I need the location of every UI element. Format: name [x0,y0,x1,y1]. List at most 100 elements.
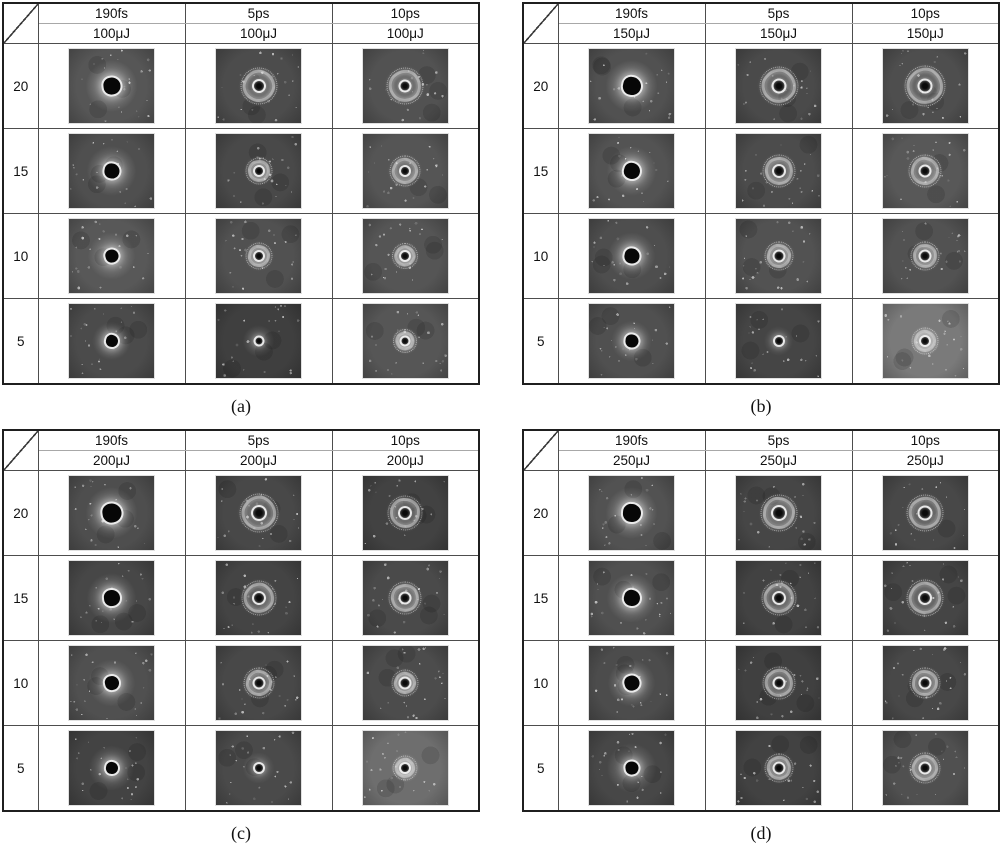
diagonal-header-cell [2,429,39,471]
pulse-energy-header: 100μJ [331,23,480,44]
pulse-duration-header: 5ps [704,2,853,24]
micrograph-cell [184,213,333,299]
spatter-ring [904,65,946,107]
pulse-count-label: 20 [2,470,39,556]
micrograph-cell [704,725,853,812]
pulse-duration-header: 10ps [331,2,480,24]
crater-micrograph [215,218,302,294]
crater-hole [621,161,642,181]
crater-hole [774,337,783,345]
crater-micrograph [215,560,302,636]
spatter-ring [386,67,424,105]
spatter-ring [906,579,944,617]
crater-micrograph [361,48,449,124]
micrograph-cell [557,128,706,214]
micrograph-cell [37,640,186,726]
micrograph-cell [704,470,853,556]
crater-micrograph [215,475,302,551]
crater-hole [104,761,119,775]
micrograph-cell [184,555,333,641]
spatter-ring [906,494,944,532]
crater-micrograph [735,475,822,551]
crater-micrograph [735,730,822,806]
crater-micrograph [68,218,155,294]
ablation-table-c: 190fs 5ps 10ps 200μJ 200μJ 200μJ 20 15 10 5 [2,429,480,812]
spatter-ring [909,752,941,784]
micrograph-cell [331,128,480,214]
pulse-duration-header: 190fs [557,429,706,451]
micrograph-cell [331,43,480,129]
panel-caption: (a) [231,396,251,416]
pulse-energy-header: 250μJ [851,450,1000,471]
crater-micrograph [68,730,155,806]
crater-hole [103,247,120,265]
spatter-ring [761,580,796,616]
crater-hole [400,678,410,688]
micrograph-cell [37,128,186,214]
micrograph-cell [557,470,706,556]
micrograph-cell [851,470,1000,556]
pulse-energy-header: 200μJ [331,450,480,471]
pulse-energy-header: 150μJ [557,23,706,44]
micrograph-cell [851,555,1000,641]
pulse-duration-header: 10ps [851,2,1000,24]
crater-hole [622,247,641,265]
spatter-ring [392,243,419,269]
micrograph-cell [851,128,1000,214]
crater-micrograph [215,48,302,124]
crater-micrograph [215,730,302,806]
diagonal-header-cell [522,429,559,471]
micrograph-cell [557,43,706,129]
micrograph-cell [704,213,853,299]
micrograph-cell [557,640,706,726]
crater-micrograph [68,303,155,379]
micrograph-cell [557,298,706,385]
micrograph-cell [37,43,186,129]
crater-micrograph [361,475,449,551]
crater-hole [622,673,641,693]
crater-hole [104,333,119,349]
micrograph-cell [557,213,706,299]
pulse-duration-header: 190fs [37,429,186,451]
crater-micrograph [68,560,155,636]
crater-micrograph [735,133,822,209]
micrograph-cell [184,640,333,726]
crater-micrograph [361,730,449,806]
crater-micrograph [881,475,969,551]
pulse-energy-header: 200μJ [37,450,186,471]
crater-micrograph [361,303,449,379]
crater-micrograph [361,133,449,209]
panel-c: 190fs 5ps 10ps 200μJ 200μJ 200μJ 20 15 10 5 (c) [2,429,480,854]
micrograph-cell [331,470,480,556]
micrograph-cell [851,640,1000,726]
micrograph-cell [184,128,333,214]
micrograph-cell [331,725,480,812]
micrograph-cell [557,725,706,812]
pulse-count-label: 5 [2,298,39,385]
micrograph-cell [37,298,186,385]
micrograph-cell [37,725,186,812]
spatter-ring [909,667,941,699]
panel-d: 190fs 5ps 10ps 250μJ 250μJ 250μJ 20 15 10 5 (d) [522,429,1000,854]
pulse-count-label: 10 [522,213,559,299]
panel-caption: (c) [231,823,251,843]
pulse-count-label: 5 [2,725,39,812]
crater-micrograph [361,560,449,636]
pulse-duration-header: 10ps [331,429,480,451]
micrograph-cell [704,555,853,641]
pulse-count-label: 15 [522,555,559,641]
pulse-count-label: 10 [2,640,39,726]
micrograph-cell [37,555,186,641]
crater-hole [100,502,123,524]
crater-hole [620,75,643,97]
pulse-energy-header: 250μJ [557,450,706,471]
crater-micrograph [68,133,155,209]
micrograph-cell [184,725,333,812]
micrograph-cell [851,298,1000,385]
crater-micrograph [588,303,675,379]
micrograph-cell [704,43,853,129]
micrograph-cell [184,43,333,129]
micrograph-cell [331,213,480,299]
panel-caption: (b) [750,396,772,416]
pulse-duration-header: 10ps [851,429,1000,451]
